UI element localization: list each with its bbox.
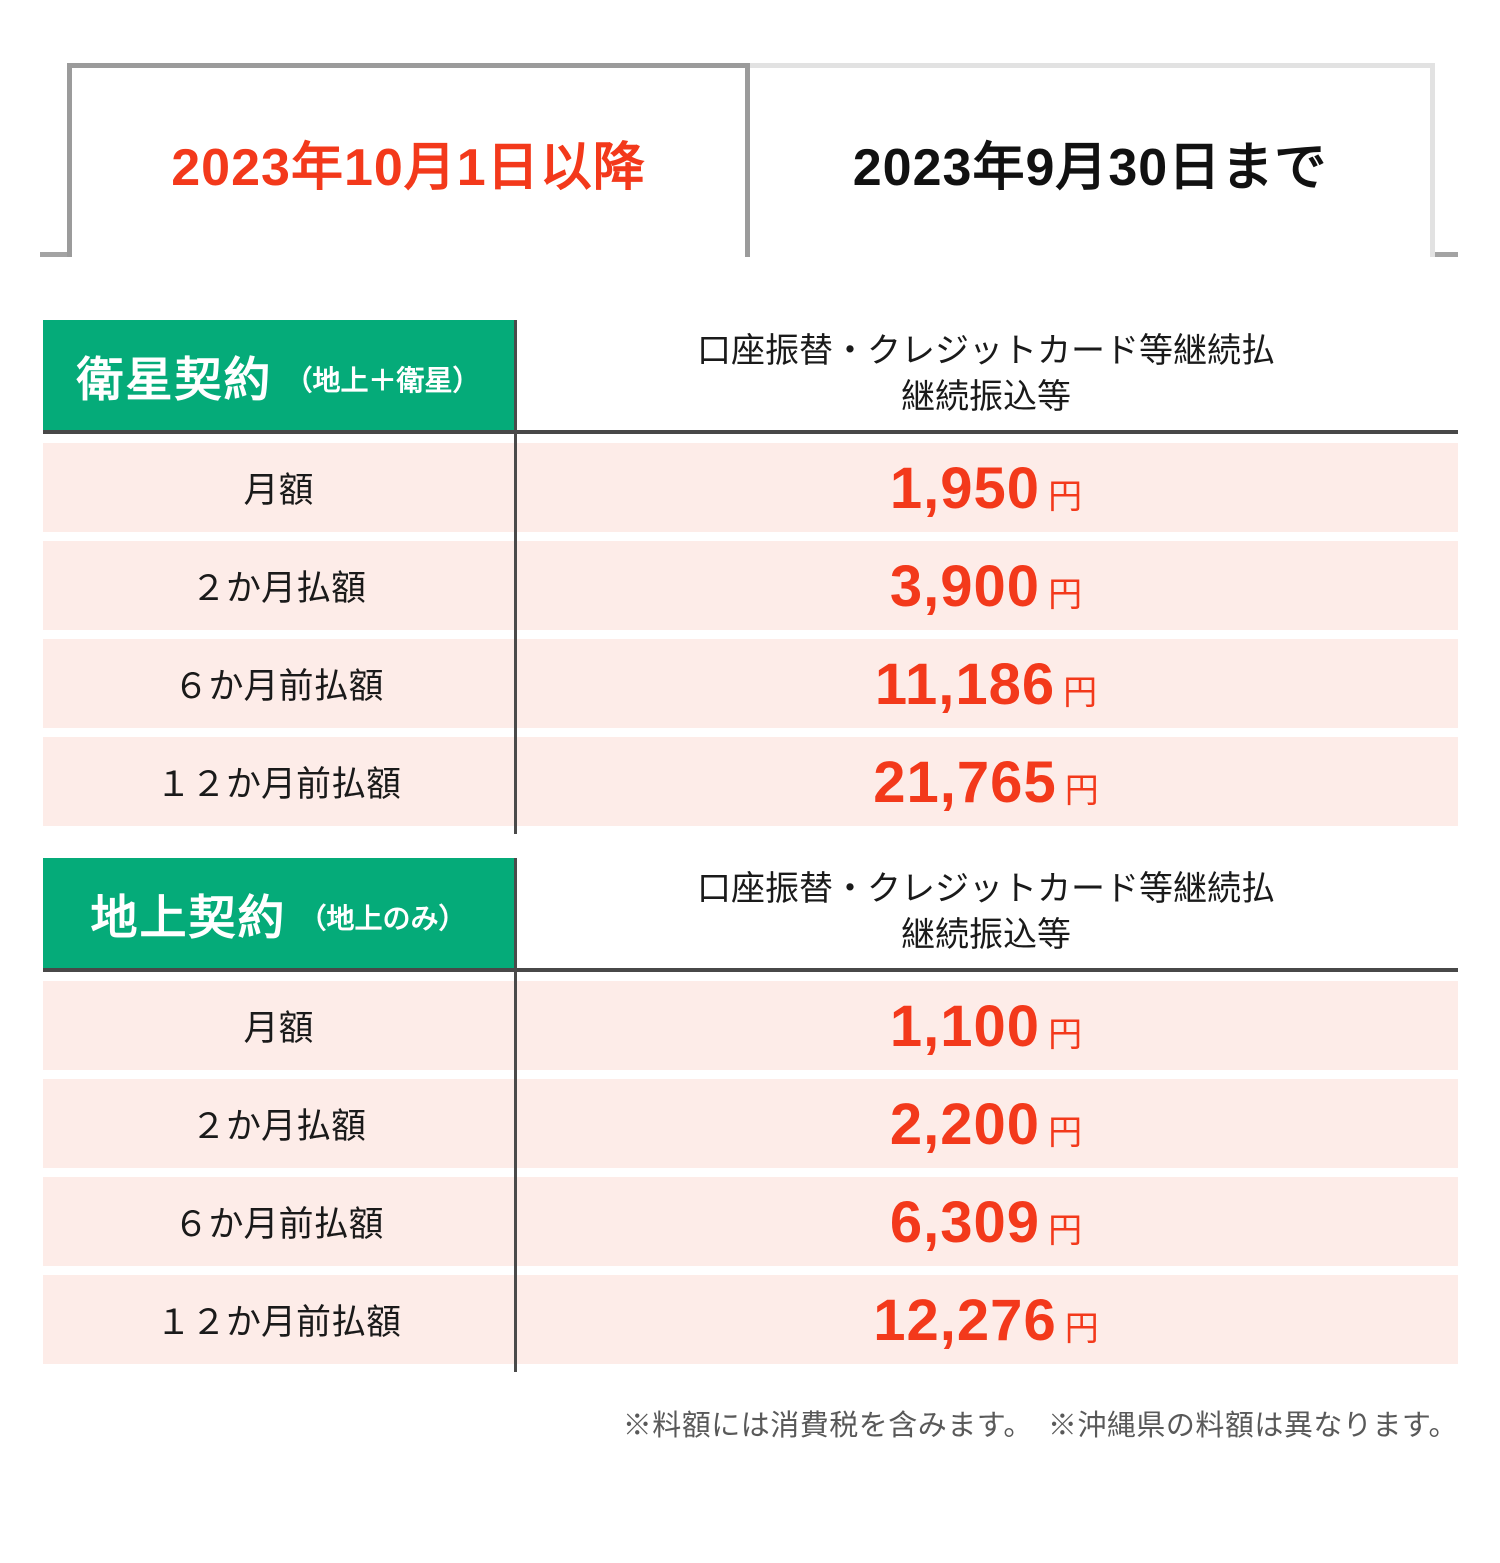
price-amount: 11,186 [874, 652, 1056, 717]
header-rule [43, 968, 1458, 972]
price-amount: 1,100 [889, 994, 1041, 1059]
row-value: 11,186 円 [514, 639, 1458, 728]
price-amount: 21,765 [873, 750, 1057, 815]
price-amount: 6,309 [889, 1190, 1041, 1255]
row-value: 21,765 円 [514, 737, 1458, 826]
price-amount: 2,200 [889, 1092, 1041, 1157]
period-tabs: 2023年10月1日以降 2023年9月30日まで [0, 63, 1500, 257]
table-row: ２か月払額 3,900 円 [43, 541, 1458, 630]
price-amount: 3,900 [889, 554, 1041, 619]
fee-table-page: 2023年10月1日以降 2023年9月30日まで 衛星契約 （地上＋衛星） 口… [0, 63, 1500, 1563]
price-unit: 円 [1048, 1016, 1083, 1054]
contract-subtitle: （地上のみ） [298, 903, 467, 934]
contract-title: 地上契約 [90, 890, 287, 944]
terrestrial-contract-table: 地上契約 （地上のみ） 口座振替・クレジットカード等継続払 継続振込等 月額 1… [43, 858, 1458, 1372]
tab-label: 2023年10月1日以降 [171, 139, 646, 197]
table-row: 月額 1,100 円 [43, 981, 1458, 1070]
tax-note: ※料額には消費税を含みます。 ※沖縄県の料額は異なります。 [622, 1410, 1458, 1442]
price-unit: 円 [1048, 1212, 1083, 1250]
row-label: 月額 [243, 471, 314, 510]
column-divider [514, 320, 517, 834]
payment-method-line2: 継続振込等 [901, 378, 1071, 416]
tab-label: 2023年9月30日まで [852, 139, 1328, 197]
row-label: １２か月前払額 [155, 1303, 401, 1342]
contract-type-header: 地上契約 （地上のみ） [43, 858, 514, 968]
table-row: 月額 1,950 円 [43, 443, 1458, 532]
contract-type-header: 衛星契約 （地上＋衛星） [43, 320, 514, 430]
contract-subtitle: （地上＋衛星） [284, 365, 481, 396]
tab-baseline-left [40, 252, 67, 257]
price-unit: 円 [1063, 674, 1098, 712]
contract-title: 衛星契約 [76, 352, 273, 406]
row-label: ２か月払額 [190, 1107, 366, 1146]
table-header: 地上契約 （地上のみ） 口座振替・クレジットカード等継続払 継続振込等 [43, 858, 1458, 968]
table-row: １２か月前払額 21,765 円 [43, 737, 1458, 826]
payment-method-header: 口座振替・クレジットカード等継続払 継続振込等 [514, 858, 1458, 968]
price-amount: 1,950 [889, 456, 1041, 521]
row-value: 1,100 円 [514, 981, 1458, 1070]
table-header: 衛星契約 （地上＋衛星） 口座振替・クレジットカード等継続払 継続振込等 [43, 320, 1458, 430]
fee-tables: 衛星契約 （地上＋衛星） 口座振替・クレジットカード等継続払 継続振込等 月額 … [43, 320, 1458, 1372]
price-unit: 円 [1064, 772, 1099, 810]
tab-after-oct-2023[interactable]: 2023年10月1日以降 [67, 63, 750, 257]
row-value: 1,950 円 [514, 443, 1458, 532]
row-value: 3,900 円 [514, 541, 1458, 630]
row-label: １２か月前払額 [155, 765, 401, 804]
payment-method-line2: 継続振込等 [901, 916, 1071, 954]
table-row: ２か月払額 2,200 円 [43, 1079, 1458, 1168]
row-label: 月額 [243, 1009, 314, 1048]
satellite-contract-table: 衛星契約 （地上＋衛星） 口座振替・クレジットカード等継続払 継続振込等 月額 … [43, 320, 1458, 834]
tab-until-sep-2023[interactable]: 2023年9月30日まで [750, 63, 1435, 257]
price-unit: 円 [1064, 1310, 1099, 1348]
table-row: ６か月前払額 6,309 円 [43, 1177, 1458, 1266]
table-row: ６か月前払額 11,186 円 [43, 639, 1458, 728]
price-amount: 12,276 [873, 1288, 1057, 1353]
column-divider [514, 858, 517, 1372]
price-unit: 円 [1048, 1114, 1083, 1152]
payment-method-line1: 口座振替・クレジットカード等継続払 [697, 870, 1275, 909]
payment-method-header: 口座振替・クレジットカード等継続払 継続振込等 [514, 320, 1458, 430]
row-label: ６か月前払額 [173, 667, 384, 706]
price-unit: 円 [1048, 576, 1083, 614]
payment-method-line1: 口座振替・クレジットカード等継続払 [697, 332, 1275, 371]
row-label: ２か月払額 [190, 569, 366, 608]
table-row: １２か月前払額 12,276 円 [43, 1275, 1458, 1364]
row-label: ６か月前払額 [173, 1205, 384, 1244]
row-value: 2,200 円 [514, 1079, 1458, 1168]
row-value: 6,309 円 [514, 1177, 1458, 1266]
header-rule [43, 430, 1458, 434]
row-value: 12,276 円 [514, 1275, 1458, 1364]
price-unit: 円 [1048, 478, 1083, 516]
